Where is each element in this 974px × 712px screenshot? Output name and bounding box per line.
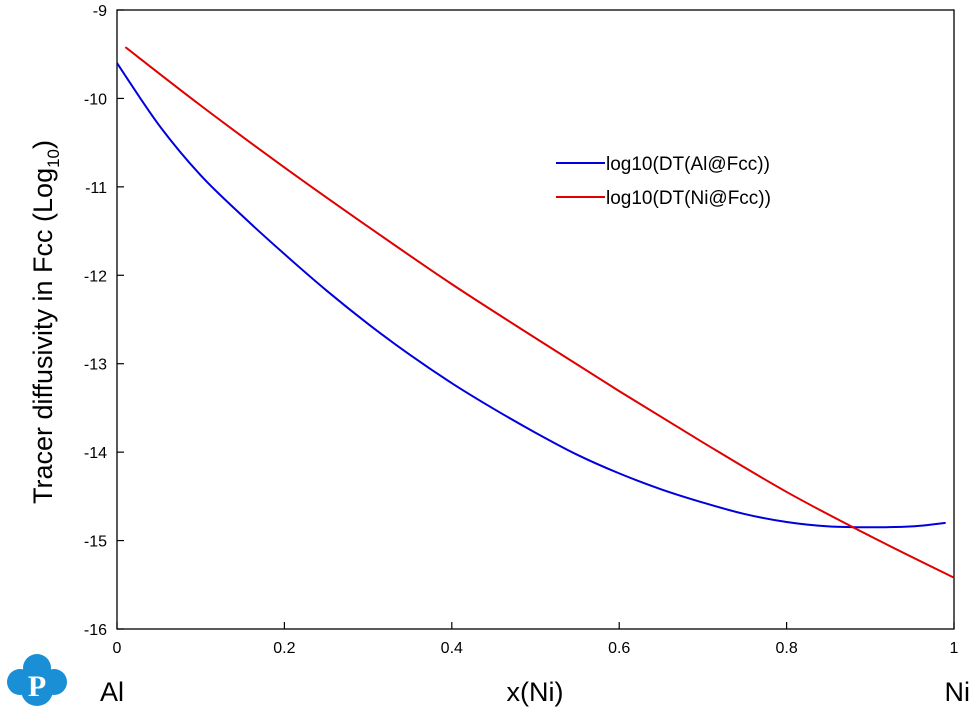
x-tick-label: 0 xyxy=(113,640,122,657)
x-axis-ticks: 0 0.2 0.4 0.6 0.8 1 xyxy=(113,622,959,657)
x-axis-right-label: Ni xyxy=(945,677,971,707)
series-line-ni xyxy=(124,46,955,579)
y-tick-label: -16 xyxy=(84,622,107,639)
logo-icon: P xyxy=(7,654,67,706)
y-tick-label: -10 xyxy=(84,91,107,108)
series-layer xyxy=(116,46,955,579)
y-tick-label: -11 xyxy=(85,180,107,197)
y-tick-label: -9 xyxy=(93,3,107,20)
x-axis-title: x(Ni) xyxy=(507,677,564,707)
x-tick-label: 0.2 xyxy=(273,640,295,657)
legend-label-ni: log10(DT(Ni@Fcc)) xyxy=(606,188,771,209)
y-axis-title-suffix: ) xyxy=(28,140,58,149)
svg-text:P: P xyxy=(28,670,46,703)
legend-label-al: log10(DT(Al@Fcc)) xyxy=(606,154,770,175)
x-tick-label: 0.6 xyxy=(608,640,630,657)
x-axis-left-label: Al xyxy=(100,677,124,707)
y-axis-title: Tracer diffusivity in Fcc (Log10) xyxy=(28,140,63,504)
y-tick-label: -13 xyxy=(84,357,107,374)
y-tick-label: -12 xyxy=(84,268,107,285)
y-axis-title-main: Tracer diffusivity in Fcc (Log xyxy=(28,168,58,504)
y-tick-label: -15 xyxy=(84,534,107,551)
x-tick-label: 0.8 xyxy=(775,640,797,657)
plot-area-frame xyxy=(116,9,955,630)
series-line-al xyxy=(116,62,946,529)
legend: log10(DT(Al@Fcc)) log10(DT(Ni@Fcc)) xyxy=(556,154,771,209)
x-tick-label: 1 xyxy=(950,640,959,657)
y-tick-label: -14 xyxy=(84,445,107,462)
y-axis-title-subscript: 10 xyxy=(44,149,63,168)
x-tick-label: 0.4 xyxy=(441,640,463,657)
y-axis-ticks: -16 -15 -14 -13 -12 -11 -10 -9 xyxy=(84,3,124,639)
